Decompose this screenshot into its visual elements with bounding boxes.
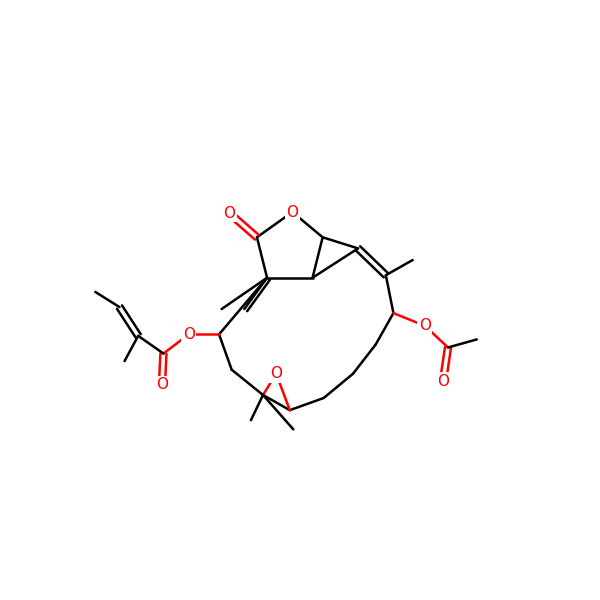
Text: O: O <box>286 205 298 220</box>
Text: O: O <box>156 377 168 392</box>
Text: O: O <box>419 318 431 333</box>
Text: O: O <box>223 206 235 221</box>
Text: O: O <box>183 327 195 342</box>
Text: O: O <box>270 366 282 381</box>
Text: O: O <box>437 374 449 389</box>
